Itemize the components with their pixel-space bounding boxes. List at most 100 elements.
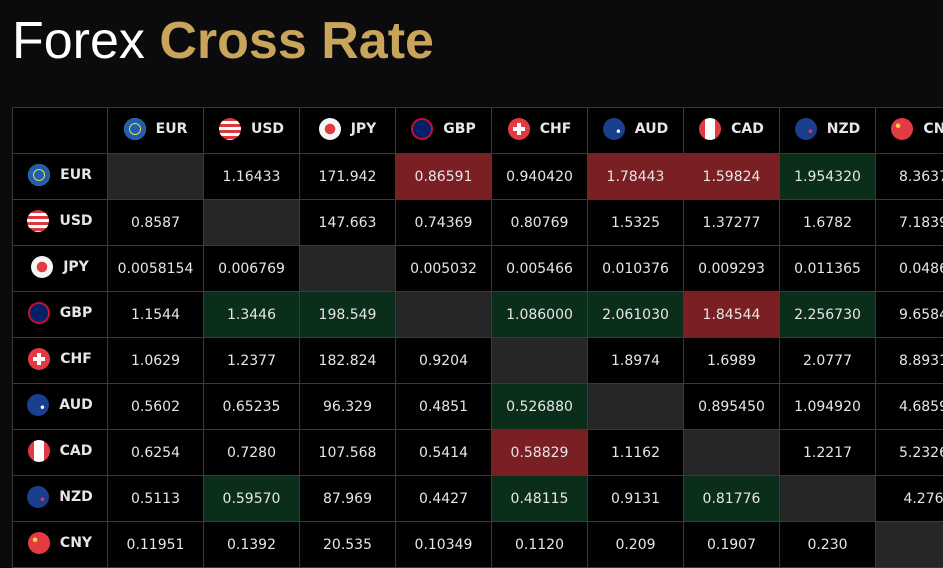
diagonal-cell[interactable] [108,154,204,200]
rate-cell[interactable]: 2.0777 [780,338,876,384]
currency-label: CHF [28,348,92,370]
rate-cell[interactable]: 0.526880 [492,384,588,430]
rate-cell[interactable]: 1.84544 [684,292,780,338]
rate-cell[interactable]: 0.81776 [684,476,780,522]
jp-flag-icon [31,256,53,278]
diagonal-cell[interactable] [588,384,684,430]
row-header: CAD [13,430,108,476]
rate-cell[interactable]: 0.230 [780,522,876,568]
diagonal-cell[interactable] [204,200,300,246]
rate-cell[interactable]: 0.74369 [396,200,492,246]
row-header: JPY [13,246,108,292]
rate-cell[interactable]: 1.954320 [780,154,876,200]
rate-cell[interactable]: 0.011365 [780,246,876,292]
rate-cell[interactable]: 1.0629 [108,338,204,384]
rate-cell[interactable]: 0.209 [588,522,684,568]
rate-cell[interactable]: 0.5113 [108,476,204,522]
currency-code: CAD [60,443,93,459]
rate-cell[interactable]: 0.7280 [204,430,300,476]
diagonal-cell[interactable] [684,430,780,476]
rate-cell[interactable]: 1.1544 [108,292,204,338]
rate-cell[interactable]: 0.80769 [492,200,588,246]
rate-cell[interactable]: 1.1162 [588,430,684,476]
rate-cell[interactable]: 0.48115 [492,476,588,522]
rate-cell[interactable]: 1.2217 [780,430,876,476]
rate-cell[interactable]: 0.86591 [396,154,492,200]
rate-cell[interactable]: 4.6859 [876,384,943,430]
row-header: AUD [13,384,108,430]
diagonal-cell[interactable] [876,522,943,568]
rate-cell[interactable]: 0.0058154 [108,246,204,292]
rate-cell[interactable]: 0.58829 [492,430,588,476]
rate-cell[interactable]: 87.969 [300,476,396,522]
rate-cell[interactable]: 0.009293 [684,246,780,292]
row-header: GBP [13,292,108,338]
rate-cell[interactable]: 0.005466 [492,246,588,292]
diagonal-cell[interactable] [492,338,588,384]
currency-label: CAD [28,440,93,462]
rate-cell[interactable]: 0.5602 [108,384,204,430]
rate-cell[interactable]: 0.9131 [588,476,684,522]
row-header: CNY [13,522,108,568]
currency-code: CNY [60,535,92,551]
rate-cell[interactable]: 1.2377 [204,338,300,384]
rate-cell[interactable]: 1.086000 [492,292,588,338]
rate-cell[interactable]: 0.8587 [108,200,204,246]
rate-cell[interactable]: 1.16433 [204,154,300,200]
jp-flag-icon [319,118,341,140]
diagonal-cell[interactable] [780,476,876,522]
rate-cell[interactable]: 0.1392 [204,522,300,568]
diagonal-cell[interactable] [396,292,492,338]
rate-cell[interactable]: 0.10349 [396,522,492,568]
rate-cell[interactable]: 0.65235 [204,384,300,430]
rate-cell[interactable]: 0.1120 [492,522,588,568]
rate-cell[interactable]: 0.940420 [492,154,588,200]
rate-cell[interactable]: 0.0486 [876,246,943,292]
rate-cell[interactable]: 96.329 [300,384,396,430]
rate-cell[interactable]: 171.942 [300,154,396,200]
rate-cell[interactable]: 198.549 [300,292,396,338]
rate-cell[interactable]: 107.568 [300,430,396,476]
rate-cell[interactable]: 20.535 [300,522,396,568]
rate-cell[interactable]: 8.3637 [876,154,943,200]
diagonal-cell[interactable] [300,246,396,292]
rate-cell[interactable]: 5.2326 [876,430,943,476]
column-header-aud: AUD [588,108,684,154]
rate-cell[interactable]: 0.005032 [396,246,492,292]
rate-cell[interactable]: 0.9204 [396,338,492,384]
rate-cell[interactable]: 1.6782 [780,200,876,246]
rate-cell[interactable]: 0.895450 [684,384,780,430]
rate-cell[interactable]: 147.663 [300,200,396,246]
rate-cell[interactable]: 1.3446 [204,292,300,338]
rate-cell[interactable]: 8.8931 [876,338,943,384]
currency-label: AUD [27,394,92,416]
rate-cell[interactable]: 1.78443 [588,154,684,200]
rate-cell[interactable]: 0.010376 [588,246,684,292]
rate-cell[interactable]: 1.37277 [684,200,780,246]
column-header-cad: CAD [684,108,780,154]
rate-cell[interactable]: 1.59824 [684,154,780,200]
rate-cell[interactable]: 1.5325 [588,200,684,246]
rate-cell[interactable]: 9.6584 [876,292,943,338]
rate-cell[interactable]: 0.4427 [396,476,492,522]
rate-cell[interactable]: 182.824 [300,338,396,384]
rate-cell[interactable]: 0.006769 [204,246,300,292]
rate-cell[interactable]: 0.11951 [108,522,204,568]
rate-cell[interactable]: 4.276 [876,476,943,522]
rate-cell[interactable]: 2.256730 [780,292,876,338]
rate-cell[interactable]: 0.5414 [396,430,492,476]
rate-cell[interactable]: 1.8974 [588,338,684,384]
currency-label: AUD [603,118,668,140]
rate-cell[interactable]: 2.061030 [588,292,684,338]
rate-cell[interactable]: 1.6989 [684,338,780,384]
rate-cell[interactable]: 7.1839 [876,200,943,246]
currency-code: CHF [540,121,572,137]
rate-cell[interactable]: 0.59570 [204,476,300,522]
rate-cell[interactable]: 0.4851 [396,384,492,430]
rate-cell[interactable]: 0.1907 [684,522,780,568]
rate-cell[interactable]: 1.094920 [780,384,876,430]
rate-cell[interactable]: 0.6254 [108,430,204,476]
